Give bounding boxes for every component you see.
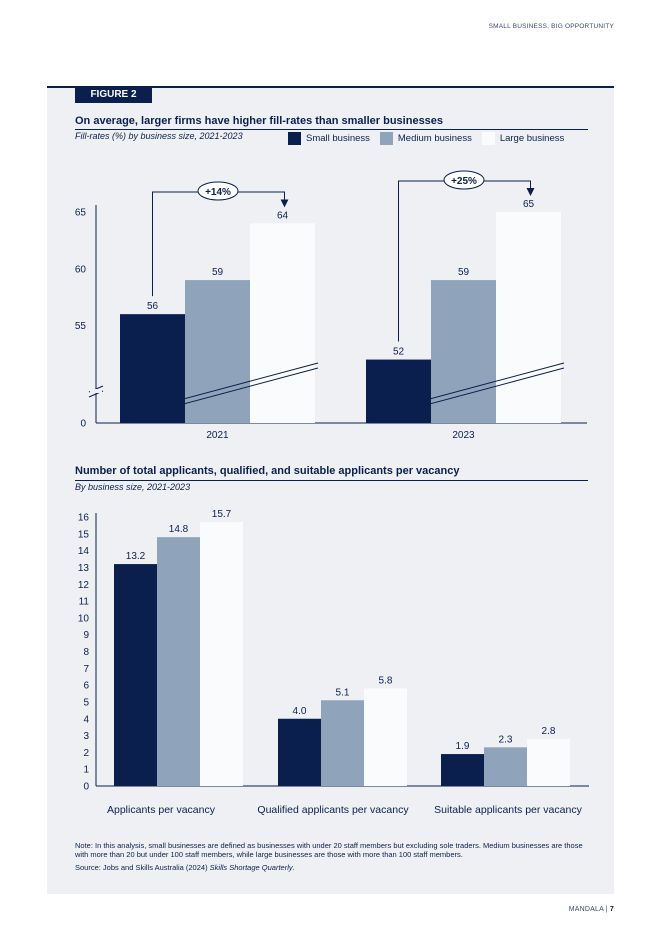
page-number: 7 [609, 906, 614, 913]
chart1-data-label: 64 [277, 210, 289, 221]
chart2-bar-medium [157, 537, 200, 786]
legend-swatch-large [481, 132, 495, 145]
chart2-y-tick-label: 11 [79, 597, 90, 608]
chart1-subtitle: Fill-rates (%) by business size, 2021-20… [75, 131, 243, 141]
chart2-category-label: Qualified applicants per vacancy [257, 804, 409, 816]
chart2-data-label: 1.9 [456, 741, 470, 752]
chart1-break-line [365, 362, 565, 417]
chart2-bar-small [441, 754, 484, 786]
chart2-y-tick-label: 3 [83, 731, 89, 742]
chart2-y-tick-label: 8 [83, 647, 89, 658]
source-prefix: Source: Jobs and Skills Australia (2024) [75, 863, 210, 872]
source-title: Skills Shortage Quarterly [209, 863, 293, 872]
chart1-annotation-label: +25% [451, 176, 477, 187]
chart2-bar-medium [321, 700, 364, 786]
chart2-bar-medium [484, 747, 527, 786]
legend-swatch-medium [379, 132, 393, 145]
chart1-data-label: 52 [393, 347, 405, 358]
chart1-y-tick-label: 0 [80, 419, 86, 430]
note-text: Note: In this analysis, small businesses… [75, 841, 583, 859]
chart1-category-label: 2023 [452, 430, 475, 441]
legend-swatch-small [288, 132, 301, 145]
chart2-subtitle: By business size, 2021-2023 [75, 482, 191, 492]
chart2-title-rule [75, 480, 588, 481]
chart1-y-tick-label: 55 [75, 321, 87, 332]
chart2-y-tick-label: 16 [78, 513, 90, 524]
chart1-y-tick-label: 60 [75, 264, 87, 275]
chart2-y-tick-label: 5 [83, 697, 89, 708]
chart2-y-tick-label: 6 [83, 681, 89, 692]
chart2-bar-small [278, 718, 321, 786]
chart2-bar-large [527, 738, 570, 786]
chart1-bar-large-2021 [250, 223, 315, 423]
chart2-y-tick-label: 7 [83, 664, 89, 675]
chart1-bar-large-2023 [496, 212, 561, 423]
figure-label: FIGURE 2 [75, 86, 152, 103]
chart2-y-tick-label: 13 [78, 563, 90, 574]
chart1-bar-small-2021 [120, 314, 185, 423]
footer-separator: | [605, 906, 608, 913]
legend: Small business Medium business Large bus… [288, 132, 574, 145]
chart1-y-tick-label: 65 [75, 208, 87, 219]
chart2-y-tick-label: 2 [83, 748, 89, 759]
chart1-break-line [365, 367, 565, 422]
chart2-y-tick-label: 0 [83, 782, 89, 793]
chart1-data-label: 65 [523, 199, 535, 210]
chart2-y-tick-label: 1 [83, 765, 89, 776]
source-text: Source: Jobs and Skills Australia (2024)… [75, 863, 295, 872]
legend-label-small: Small business [306, 133, 370, 144]
chart2-y-tick-label: 9 [83, 630, 89, 641]
chart2-data-label: 5.1 [336, 687, 350, 698]
chart1-axis-break-gap [90, 389, 102, 393]
chart2-y-tick-label: 4 [83, 714, 89, 725]
chart1-title-rule [75, 129, 588, 130]
chart1-annotation-bubble [443, 170, 485, 190]
legend-item-large: Large business [481, 132, 565, 145]
chart1-annotation-bubble [197, 181, 239, 201]
chart1-title: On average, larger firms have higher fil… [75, 115, 444, 127]
chart1-bar-medium-2023 [431, 280, 496, 423]
chart2-data-label: 2.3 [499, 734, 513, 745]
chart1-category-label: 2021 [206, 430, 229, 441]
chart2-category-label: Suitable applicants per vacancy [434, 804, 582, 816]
chart1-data-label: 59 [458, 267, 470, 278]
chart2-data-label: 13.2 [126, 551, 146, 562]
chart1-break-line [119, 362, 319, 417]
chart2-data-label: 2.8 [542, 726, 556, 737]
chart2-y-tick-label: 12 [78, 580, 90, 591]
chart2-data-label: 15.7 [212, 509, 232, 520]
chart2-bar-large [364, 688, 407, 786]
chart2-title: Number of total applicants, qualified, a… [75, 465, 460, 477]
running-header: SMALL BUSINESS, BIG OPPORTUNITY [488, 23, 614, 30]
legend-item-medium: Medium business [379, 132, 472, 145]
chart2-bar-large [200, 522, 243, 786]
footer-brand: MANDALA [568, 906, 604, 913]
chart2-y-tick-label: 14 [78, 546, 90, 557]
legend-label-large: Large business [499, 133, 565, 144]
source-suffix: . [292, 863, 295, 872]
chart2-y-tick-label: 10 [78, 613, 90, 624]
chart2-data-label: 5.8 [379, 675, 393, 686]
chart1-annotation-label: +14% [205, 187, 231, 198]
chart2-data-label: 14.8 [169, 524, 189, 535]
legend-item-small: Small business [288, 132, 370, 145]
chart2-category-label: Applicants per vacancy [107, 804, 216, 816]
chart1-bar-medium-2021 [185, 280, 250, 423]
chart1-break-line [119, 367, 319, 422]
legend-label-medium: Medium business [397, 133, 472, 144]
chart2-y-tick-label: 15 [78, 529, 90, 540]
chart2-data-label: 4.0 [293, 706, 307, 717]
chart1-data-label: 59 [212, 267, 224, 278]
chart2-bar-small [114, 564, 157, 786]
chart1-data-label: 56 [147, 301, 159, 312]
footer: MANDALA | 7 [569, 906, 614, 913]
